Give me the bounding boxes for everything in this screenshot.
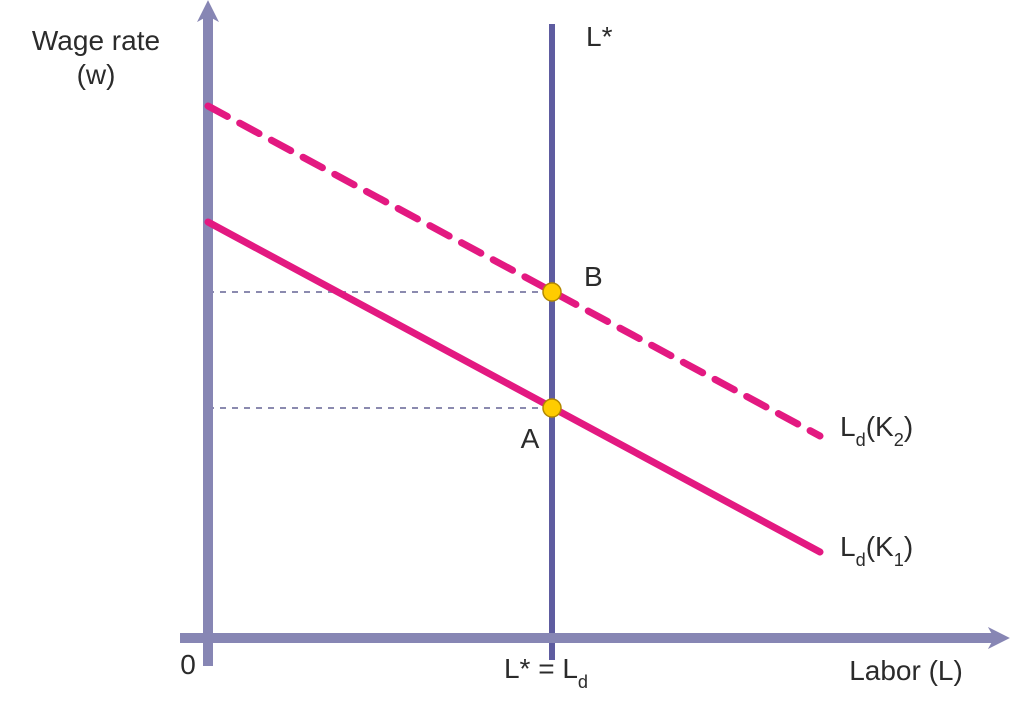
chart-container: Wage rate(w)Labor (L)0L*L* = LdABLd(K2)L… bbox=[0, 0, 1024, 722]
point-a bbox=[543, 399, 561, 417]
point-a-label: A bbox=[521, 423, 540, 454]
origin-label: 0 bbox=[180, 649, 196, 680]
x-axis-label: Labor (L) bbox=[849, 655, 963, 686]
y-axis-label-line1: Wage rate bbox=[32, 25, 160, 56]
supply-label-top: L* bbox=[586, 21, 613, 52]
labor-market-diagram: Wage rate(w)Labor (L)0L*L* = LdABLd(K2)L… bbox=[0, 0, 1024, 722]
y-axis-label-line2: (w) bbox=[77, 59, 116, 90]
point-b-label: B bbox=[584, 261, 603, 292]
point-b bbox=[543, 283, 561, 301]
chart-bg bbox=[0, 0, 1024, 722]
